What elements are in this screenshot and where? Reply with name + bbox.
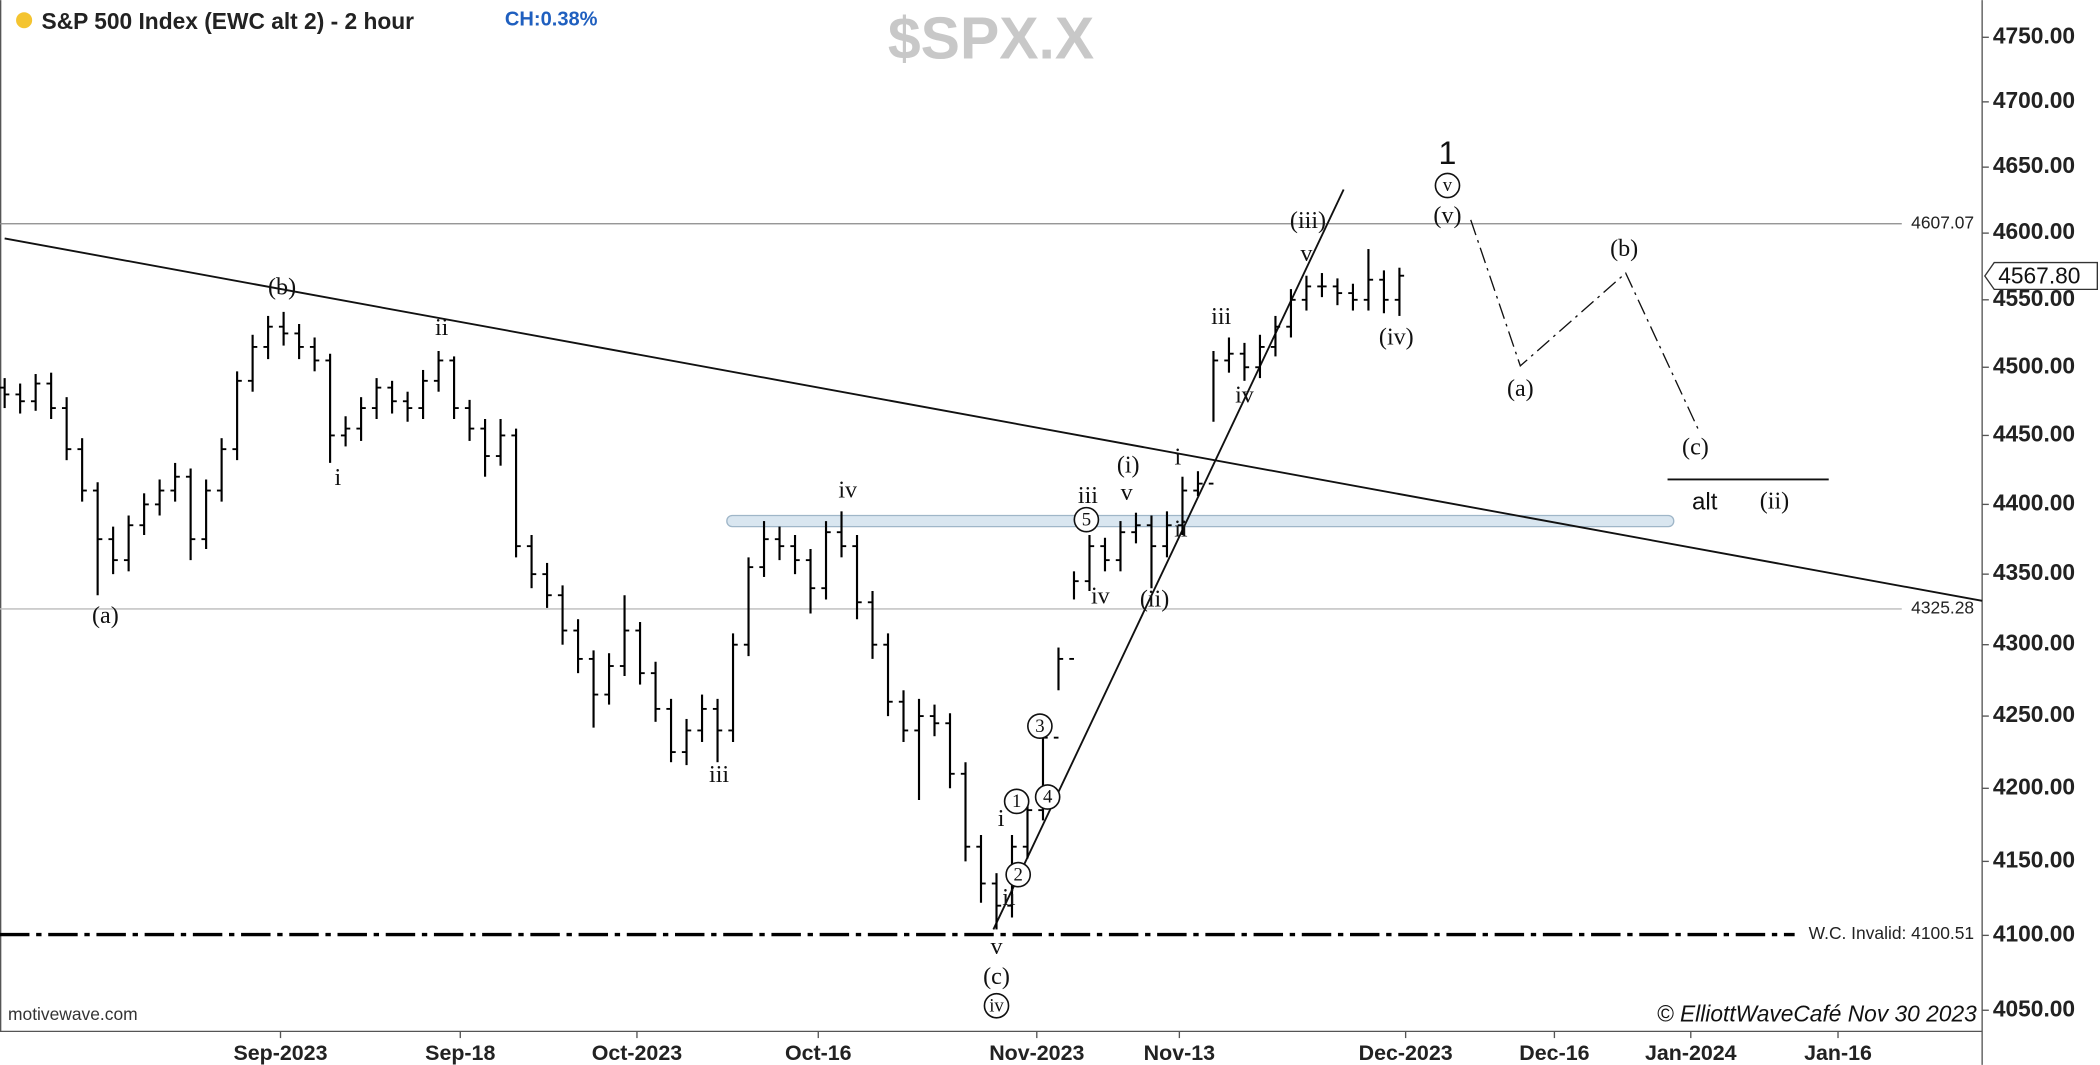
copyright: © ElliottWaveCafé Nov 30 2023 xyxy=(1657,1000,1977,1026)
x-tick-label: Jan-16 xyxy=(1804,1041,1872,1065)
reference-label: 4607.07 xyxy=(1911,212,1974,232)
x-tick-label: Nov-2023 xyxy=(989,1041,1084,1065)
wave-circle xyxy=(1003,788,1030,815)
wave-label: (i) xyxy=(1117,453,1140,479)
wave-circle xyxy=(1073,506,1100,533)
wave-label: i xyxy=(1174,444,1181,470)
wave-label: v xyxy=(1121,480,1134,506)
x-tick-label: Sep-18 xyxy=(425,1041,495,1065)
wave-label: iv xyxy=(1235,383,1255,409)
y-tick-label: 4400.00 xyxy=(1993,489,2075,515)
y-tick-label: 4300.00 xyxy=(1993,630,2075,656)
wave-label: 2 xyxy=(1014,864,1023,885)
wave-label: ii xyxy=(435,315,449,341)
wave-label: iii xyxy=(709,762,729,788)
x-tick-label: Dec-16 xyxy=(1519,1041,1589,1065)
wave-label: iv xyxy=(989,995,1004,1016)
wave-label: (c) xyxy=(1682,435,1709,461)
wave-label: (v) xyxy=(1433,203,1461,229)
wave-label: 4 xyxy=(1043,787,1053,808)
wave-label: (b) xyxy=(268,275,296,301)
wave-label: iv xyxy=(1091,584,1111,610)
y-tick-label: 4700.00 xyxy=(1993,87,2075,113)
y-tick-label: 4650.00 xyxy=(1993,152,2075,178)
y-tick-label: 4200.00 xyxy=(1993,773,2075,799)
wave-label: v xyxy=(1300,241,1313,267)
last-price-tag xyxy=(1984,261,2098,291)
wave-label: 5 xyxy=(1082,509,1091,530)
y-tick-label: 4450.00 xyxy=(1993,420,2075,446)
chart-title: S&P 500 Index (EWC alt 2) - 2 hour xyxy=(42,8,415,34)
x-tick-label: Oct-16 xyxy=(785,1041,852,1065)
wave-label: alt xyxy=(1692,488,1718,515)
y-tick-label: 4100.00 xyxy=(1993,920,2075,946)
wave-label: (iii) xyxy=(1290,208,1326,234)
wave-label: 3 xyxy=(1035,716,1044,737)
x-tick-label: Oct-2023 xyxy=(592,1041,683,1065)
reference-label: 4325.28 xyxy=(1911,598,1974,618)
y-tick-label: 4050.00 xyxy=(1993,995,2075,1021)
wave-label: (b) xyxy=(1610,236,1638,262)
wave-label: (ii) xyxy=(1760,488,1789,514)
y-tick-label: 4500.00 xyxy=(1993,352,2075,378)
wave-label: 1 xyxy=(1439,135,1457,171)
wave-label: (c) xyxy=(983,964,1010,990)
wave-label: iii xyxy=(1211,304,1231,330)
y-tick-label: 4150.00 xyxy=(1993,846,2075,872)
trend-line xyxy=(4,237,1983,602)
wave-label: ii xyxy=(1174,516,1188,542)
x-tick-label: Jan-2024 xyxy=(1645,1041,1737,1065)
wave-label: iii xyxy=(1078,483,1098,509)
wave-label: ii xyxy=(1002,885,1016,911)
change-label: CH:0.38% xyxy=(505,9,598,31)
watermark: $SPX.X xyxy=(888,7,1094,72)
wave-label: (a) xyxy=(1507,376,1534,402)
x-tick-label: Dec-2023 xyxy=(1359,1041,1453,1065)
wave-circle xyxy=(1005,861,1032,888)
source: motivewave.com xyxy=(8,1004,138,1024)
wave-label: v xyxy=(1443,175,1453,196)
wave-circle xyxy=(1434,172,1461,199)
wave-label: iv xyxy=(838,477,858,503)
wave-label: i xyxy=(998,806,1005,832)
x-tick-label: Nov-13 xyxy=(1144,1041,1215,1065)
status-dot xyxy=(16,12,33,29)
y-tick-label: 4750.00 xyxy=(1993,22,2075,48)
wave-circle xyxy=(983,992,1010,1019)
last-price-label: 4567.80 xyxy=(1998,262,2080,288)
wave-circle xyxy=(1027,713,1053,739)
wave-label: (a) xyxy=(92,603,119,629)
support-zone xyxy=(726,514,1675,528)
x-tick-label: Sep-2023 xyxy=(233,1041,327,1065)
wave-label: 1 xyxy=(1012,791,1021,812)
wave-label: (iv) xyxy=(1379,324,1414,350)
reference-label: W.C. Invalid: 4100.51 xyxy=(1809,923,1974,943)
wave-circle xyxy=(1034,784,1061,810)
y-tick-label: 4350.00 xyxy=(1993,559,2075,585)
wave-label: v xyxy=(990,934,1003,960)
y-tick-label: 4250.00 xyxy=(1993,701,2075,727)
wave-label: i xyxy=(334,465,341,491)
y-tick-label: 4600.00 xyxy=(1993,218,2075,244)
wave-label: (ii) xyxy=(1140,586,1169,612)
